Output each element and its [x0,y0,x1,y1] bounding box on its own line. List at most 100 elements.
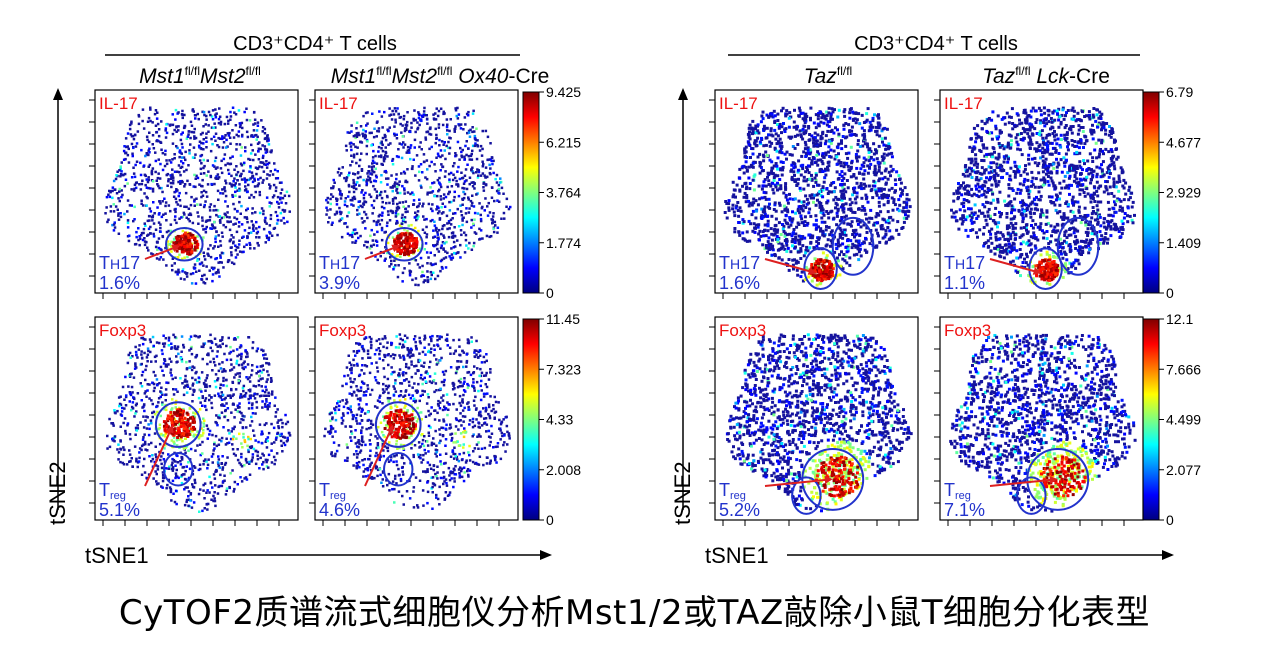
cell-point [233,216,236,219]
cell-point [157,221,161,224]
cell-point [188,152,191,155]
cell-point [368,439,371,442]
cell-point [378,352,381,356]
cell-point [127,161,131,164]
cell-point [436,497,440,501]
cell-point [461,349,464,353]
cell-point [219,473,222,477]
colorbar-tick-label: 0 [546,285,554,301]
cell-point [361,221,365,224]
hot-cell-point [178,417,182,421]
cell-point [418,113,421,117]
cell-point [455,183,458,186]
cell-point [432,236,435,239]
cell-point [245,355,248,359]
cell-point [429,335,432,339]
cell-point [155,117,159,120]
cell-point [463,415,467,418]
cell-point [362,134,365,138]
cell-point [484,176,488,179]
cell-point [352,350,356,353]
cell-point [188,407,192,410]
cell-point [173,238,176,241]
cell-point [243,178,246,181]
cell-point [151,411,154,415]
cell-point [488,444,491,447]
cell-point [133,367,137,370]
cell-point [471,460,475,464]
cell-point [331,221,334,224]
cell-point [270,392,274,396]
cell-point [362,178,365,182]
cell-point [414,259,418,262]
cell-point [495,461,498,464]
cell-point [389,256,392,259]
cell-point [250,143,253,147]
cell-point [352,134,356,138]
cell-point [241,446,244,449]
cell-point [232,262,236,266]
cell-point [413,216,417,219]
cell-point [377,347,380,350]
cell-point [400,382,404,385]
cell-point [375,221,378,224]
cell-point [386,241,390,245]
cell-point [444,444,447,447]
cell-point [228,182,232,185]
cell-point [448,178,451,181]
cell-point [175,468,178,472]
cell-point [434,262,437,266]
cell-point [252,447,256,451]
cell-point [478,349,482,352]
cell-point [435,455,438,458]
cell-point [468,419,472,422]
cell-point [231,195,235,198]
marker-label: IL-17 [99,94,138,113]
cell-point [393,183,396,186]
cell-point [436,236,439,239]
cell-point [470,204,473,207]
cell-point [242,418,245,422]
cell-point [172,333,175,337]
cell-point [188,349,191,352]
cell-point [261,130,264,133]
cell-point [193,198,196,201]
cell-point [391,199,395,203]
cell-point [214,167,218,170]
cell-point [467,154,471,158]
cell-point [202,345,205,349]
cell-point [375,196,379,200]
cell-point [409,144,413,147]
cell-point [380,190,383,194]
cell-point [346,195,350,198]
cell-point [198,140,202,143]
cell-point [416,217,419,220]
cell-point [397,155,400,159]
cell-point [427,434,431,437]
cell-point [132,189,136,192]
cell-point [231,155,234,158]
cell-point [486,205,489,208]
cell-point [386,183,389,186]
cell-point [484,410,487,413]
cell-point [257,158,261,161]
population-percent: 5.1% [99,500,140,520]
cell-point [394,215,398,218]
cell-point [123,212,126,216]
cell-point [183,205,186,208]
cell-point [331,435,334,438]
cell-point [165,486,168,490]
cell-point [200,153,204,157]
cell-point [165,393,168,396]
cell-point [193,204,196,207]
hot-cell-point [186,252,190,256]
cell-point [368,193,371,196]
cell-point [250,458,254,462]
cell-point [437,404,440,407]
cell-point [183,503,187,507]
cell-point [385,346,389,350]
cell-point [384,337,387,340]
cell-point [177,194,180,198]
cell-point [352,228,356,232]
hot-cell-point [170,421,174,425]
